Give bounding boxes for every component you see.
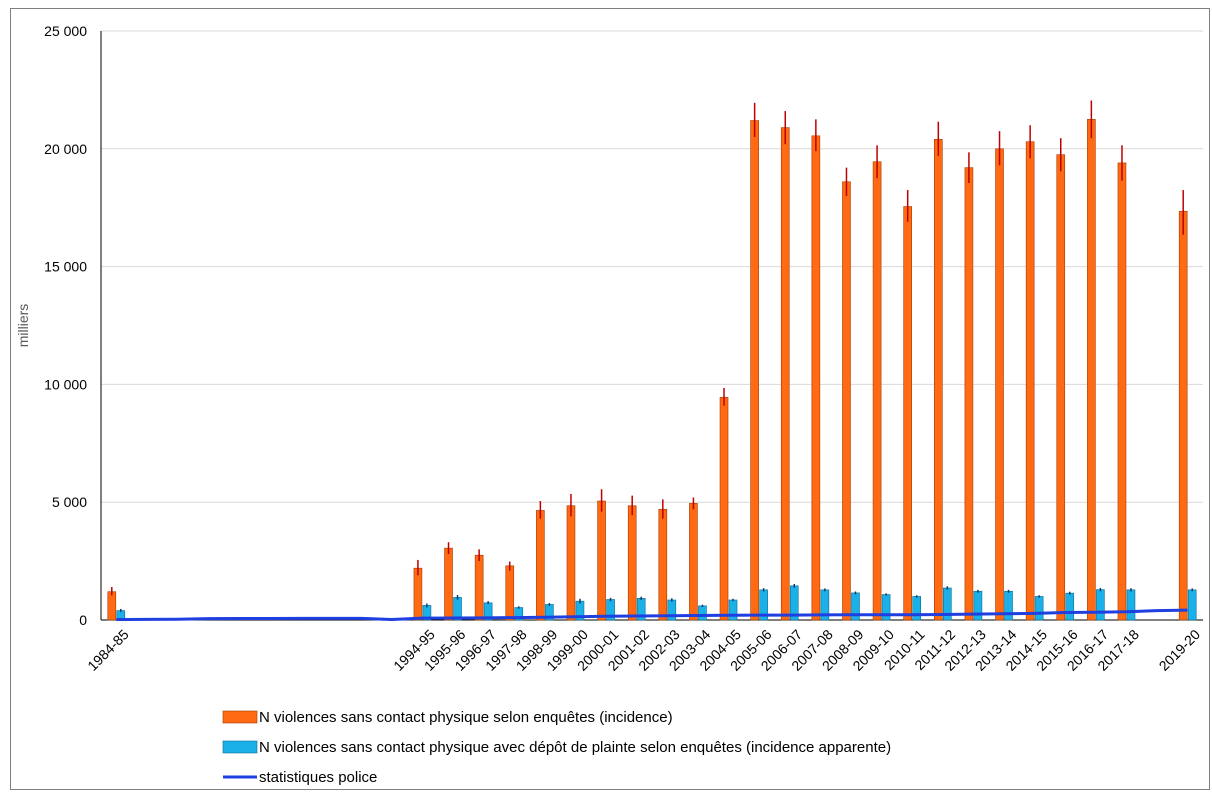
bar-incidence-apparente <box>1096 589 1105 621</box>
bar-incidence <box>1178 210 1188 621</box>
bar-incidence <box>536 510 545 621</box>
bar-incidence <box>627 505 637 621</box>
bar-incidence <box>1056 154 1066 621</box>
bar-incidence <box>903 206 912 621</box>
bar-incidence-apparente <box>1065 592 1075 621</box>
x-tick-labels: 1984-85 1994-951995-961996-971997-981998-… <box>84 626 1203 674</box>
axes <box>100 31 1203 621</box>
bar-incidence-apparente <box>973 590 983 621</box>
legend-swatch <box>222 740 258 754</box>
x-tick-label: 2019-20 <box>1156 626 1204 674</box>
y-axis-label: milliers <box>15 304 31 348</box>
x-tick-label: 1984-85 <box>84 626 132 674</box>
line-statistiques-police <box>116 608 1188 621</box>
bar-incidence <box>474 554 484 621</box>
bar-incidence-apparente <box>912 596 921 621</box>
bar-incidence-apparente <box>1126 589 1136 621</box>
bar-incidence <box>1025 141 1035 621</box>
legend-label: statistiques police <box>259 769 377 786</box>
bar-incidence-apparente <box>728 599 738 621</box>
bar-incidence-apparente <box>1004 590 1013 621</box>
legend-swatch <box>222 710 258 724</box>
legend: N violences sans contact physique selon … <box>222 709 891 786</box>
y-tick-label: 5 000 <box>52 494 87 510</box>
y-tick-label: 25 000 <box>44 23 87 39</box>
bar-incidence <box>872 161 882 621</box>
bar-incidence <box>658 508 668 621</box>
bar-incidence <box>780 127 790 621</box>
y-tick-labels: 0 5 000 10 000 15 000 20 000 25 000 <box>44 23 87 628</box>
bar-incidence <box>505 565 515 621</box>
bar-incidence <box>689 503 698 621</box>
bar-incidence <box>750 120 759 621</box>
legend-label: N violences sans contact physique selon … <box>259 709 673 726</box>
bar-incidence <box>842 181 851 621</box>
bar-incidence <box>1087 119 1096 621</box>
bar-incidence <box>566 505 576 621</box>
bar-incidence <box>413 567 423 621</box>
error-bars <box>111 100 1193 613</box>
bar-incidence <box>811 135 821 621</box>
police-line <box>116 608 1188 621</box>
y-tick-label: 10 000 <box>44 376 87 392</box>
y-tick-label: 0 <box>79 612 87 628</box>
bars <box>107 119 1197 621</box>
bar-incidence <box>934 139 943 621</box>
bar-incidence <box>107 591 117 621</box>
y-tick-label: 15 000 <box>44 259 87 275</box>
bar-incidence-apparente <box>698 605 707 621</box>
bar-incidence <box>719 397 729 621</box>
bar-incidence <box>964 167 974 621</box>
gridlines <box>101 30 1203 503</box>
bar-incidence-apparente <box>1187 589 1197 621</box>
bar-incidence <box>1117 162 1127 621</box>
y-tick-label: 20 000 <box>44 141 87 157</box>
legend-label: N violences sans contact physique avec d… <box>259 739 891 756</box>
bar-incidence <box>597 500 606 621</box>
bar-incidence <box>995 148 1004 621</box>
bar-incidence <box>444 547 453 621</box>
bar-incidence-apparente <box>1034 596 1044 621</box>
